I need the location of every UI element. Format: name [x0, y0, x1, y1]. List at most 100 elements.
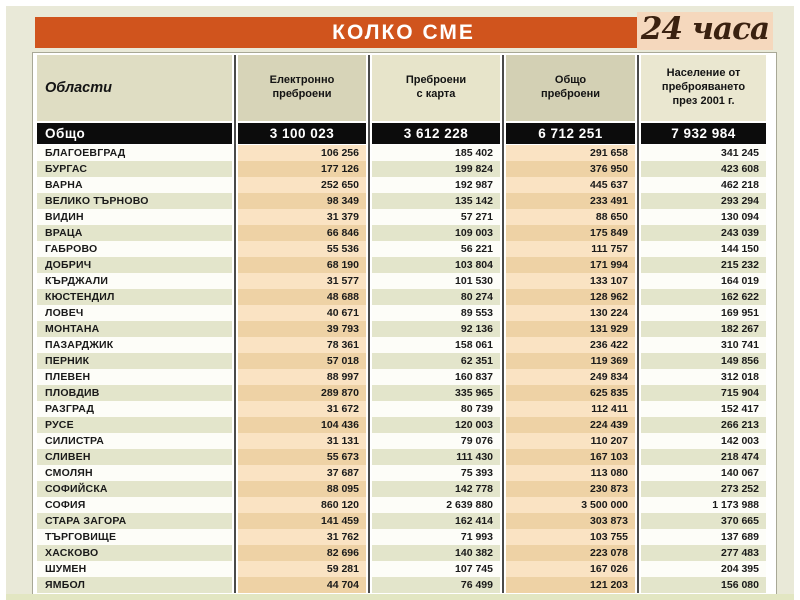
electronic-count-cell: 59 281 [234, 560, 369, 577]
total-count-cell: 223 078 [502, 544, 638, 561]
electronic-count-cell: 106 256 [234, 144, 369, 161]
card-count-cell: 162 414 [368, 512, 503, 529]
population-2001-cell: 204 395 [637, 560, 768, 577]
total-count-cell: 230 873 [502, 480, 638, 497]
population-2001-cell: 156 080 [637, 576, 768, 593]
card-count-cell: 192 987 [368, 176, 503, 193]
total-count-cell: 376 950 [502, 160, 638, 177]
total-count-cell: 133 107 [502, 272, 638, 289]
population-2001-cell: 182 267 [637, 320, 768, 337]
total-row-label: Общо [35, 121, 235, 145]
population-2001-cell: 169 951 [637, 304, 768, 321]
table-row: СЛИВЕН 55 673 111 430 167 103 218 474 [35, 448, 768, 465]
column-header-total: Общо преброени [502, 55, 638, 122]
region-name-cell: ВЕЛИКО ТЪРНОВО [35, 192, 235, 209]
electronic-count-cell: 78 361 [234, 336, 369, 353]
card-count-cell: 185 402 [368, 144, 503, 161]
population-2001-cell: 149 856 [637, 352, 768, 369]
population-2001-cell: 142 003 [637, 432, 768, 449]
population-2001-cell: 1 173 988 [637, 496, 768, 513]
population-2001-cell: 152 417 [637, 400, 768, 417]
table-row: ВАРНА 252 650 192 987 445 637 462 218 [35, 176, 768, 193]
electronic-count-cell: 31 577 [234, 272, 369, 289]
population-2001-cell: 144 150 [637, 240, 768, 257]
electronic-count-cell: 104 436 [234, 416, 369, 433]
region-name-cell: ПЕРНИК [35, 352, 235, 369]
region-name-cell: СТАРА ЗАГОРА [35, 512, 235, 529]
table-row: ВРАЦА 66 846 109 003 175 849 243 039 [35, 224, 768, 241]
page-background: КОЛКО СМЕ 24 часа Области Електронно пре… [6, 6, 794, 600]
newspaper-logo: 24 часа [637, 12, 773, 50]
total-count-cell: 131 929 [502, 320, 638, 337]
electronic-count-cell: 57 018 [234, 352, 369, 369]
total-counted: 6 712 251 [502, 121, 638, 145]
total-count-cell: 625 835 [502, 384, 638, 401]
table-row: БЛАГОЕВГРАД 106 256 185 402 291 658 341 … [35, 144, 768, 161]
population-2001-cell: 137 689 [637, 528, 768, 545]
total-count-cell: 88 650 [502, 208, 638, 225]
table-row: ПЕРНИК 57 018 62 351 119 369 149 856 [35, 352, 768, 369]
table-row: ПАЗАРДЖИК 78 361 158 061 236 422 310 741 [35, 336, 768, 353]
region-name-cell: ДОБРИЧ [35, 256, 235, 273]
total-count-cell: 167 026 [502, 560, 638, 577]
electronic-count-cell: 88 095 [234, 480, 369, 497]
table-row: ЛОВЕЧ 40 671 89 553 130 224 169 951 [35, 304, 768, 321]
card-count-cell: 71 993 [368, 528, 503, 545]
total-electronic: 3 100 023 [234, 121, 369, 145]
electronic-count-cell: 40 671 [234, 304, 369, 321]
total-count-cell: 291 658 [502, 144, 638, 161]
region-name-cell: ШУМЕН [35, 560, 235, 577]
total-count-cell: 119 369 [502, 352, 638, 369]
card-count-cell: 79 076 [368, 432, 503, 449]
total-count-cell: 224 439 [502, 416, 638, 433]
total-count-cell: 111 757 [502, 240, 638, 257]
total-population-2001: 7 932 984 [637, 121, 768, 145]
table-row: БУРГАС 177 126 199 824 376 950 423 608 [35, 160, 768, 177]
population-2001-cell: 215 232 [637, 256, 768, 273]
population-2001-cell: 312 018 [637, 368, 768, 385]
table-row: ЯМБОЛ 44 704 76 499 121 203 156 080 [35, 576, 768, 593]
card-count-cell: 109 003 [368, 224, 503, 241]
table-row: ГАБРОВО 55 536 56 221 111 757 144 150 [35, 240, 768, 257]
table-row: ПЛОВДИВ 289 870 335 965 625 835 715 904 [35, 384, 768, 401]
total-count-cell: 113 080 [502, 464, 638, 481]
total-count-cell: 128 962 [502, 288, 638, 305]
region-name-cell: СОФИЯ [35, 496, 235, 513]
card-count-cell: 140 382 [368, 544, 503, 561]
card-count-cell: 62 351 [368, 352, 503, 369]
total-card: 3 612 228 [368, 121, 503, 145]
page-title: КОЛКО СМЕ [332, 20, 475, 44]
region-name-cell: ХАСКОВО [35, 544, 235, 561]
electronic-count-cell: 55 536 [234, 240, 369, 257]
region-name-cell: СЛИВЕН [35, 448, 235, 465]
card-count-cell: 75 393 [368, 464, 503, 481]
column-header-card: Преброени с карта [368, 55, 503, 122]
region-name-cell: РАЗГРАД [35, 400, 235, 417]
census-table: Области Електронно преброени Преброени с… [35, 55, 768, 593]
card-count-cell: 135 142 [368, 192, 503, 209]
electronic-count-cell: 88 997 [234, 368, 369, 385]
region-name-cell: ЛОВЕЧ [35, 304, 235, 321]
population-2001-cell: 140 067 [637, 464, 768, 481]
table-row: СОФИЯ 860 120 2 639 880 3 500 000 1 173 … [35, 496, 768, 513]
census-table-wrap: Области Електронно преброени Преброени с… [32, 52, 777, 596]
card-count-cell: 160 837 [368, 368, 503, 385]
electronic-count-cell: 31 672 [234, 400, 369, 417]
population-2001-cell: 310 741 [637, 336, 768, 353]
table-row: СМОЛЯН 37 687 75 393 113 080 140 067 [35, 464, 768, 481]
card-count-cell: 80 739 [368, 400, 503, 417]
card-count-cell: 158 061 [368, 336, 503, 353]
region-name-cell: ВИДИН [35, 208, 235, 225]
table-row: ШУМЕН 59 281 107 745 167 026 204 395 [35, 560, 768, 577]
population-2001-cell: 243 039 [637, 224, 768, 241]
electronic-count-cell: 37 687 [234, 464, 369, 481]
card-count-cell: 57 271 [368, 208, 503, 225]
table-row: ХАСКОВО 82 696 140 382 223 078 277 483 [35, 544, 768, 561]
electronic-count-cell: 39 793 [234, 320, 369, 337]
total-count-cell: 233 491 [502, 192, 638, 209]
table-row: РУСЕ 104 436 120 003 224 439 266 213 [35, 416, 768, 433]
region-name-cell: РУСЕ [35, 416, 235, 433]
total-count-cell: 110 207 [502, 432, 638, 449]
population-2001-cell: 273 252 [637, 480, 768, 497]
region-name-cell: СОФИЙСКА [35, 480, 235, 497]
